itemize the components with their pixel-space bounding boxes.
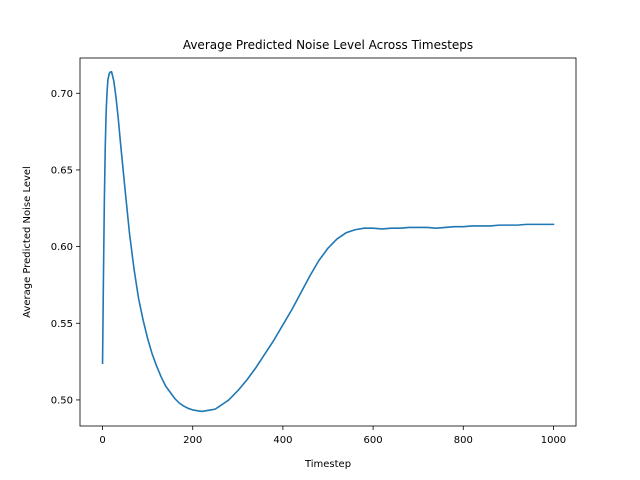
x-tick-label: 200 (183, 435, 202, 446)
x-tick-label: 400 (273, 435, 292, 446)
y-tick-label: 0.70 (51, 89, 73, 100)
axes-frame (79, 57, 577, 427)
y-tick-label: 0.60 (51, 242, 73, 253)
x-axis-label: Timestep (304, 459, 351, 470)
x-tick-label: 0 (99, 435, 105, 446)
x-tick-label: 600 (364, 435, 383, 446)
x-tick-label: 800 (454, 435, 473, 446)
y-tick-label: 0.55 (51, 319, 73, 330)
y-axis-label: Average Predicted Noise Level (22, 166, 33, 318)
chart-title: Average Predicted Noise Level Across Tim… (183, 38, 473, 52)
y-tick-label: 0.50 (51, 395, 73, 406)
series-line (101, 71, 555, 413)
x-tick-label: 1000 (541, 435, 566, 446)
x-axis: 0 200 400 600 800 1000 (99, 426, 566, 446)
y-tick-label: 0.65 (51, 165, 73, 176)
y-axis: 0.50 0.55 0.60 0.65 0.70 (51, 89, 80, 406)
